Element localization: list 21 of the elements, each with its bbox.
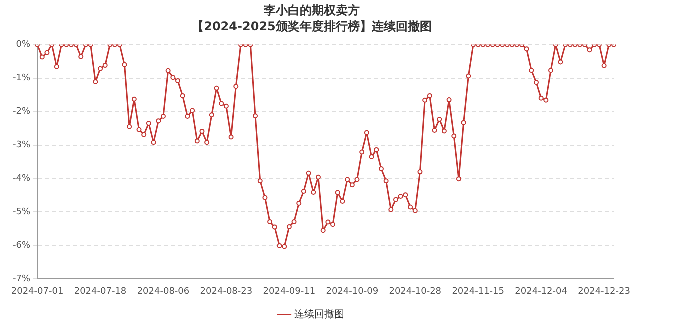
- chart-subtitle: 【2024-2025颁奖年度排行榜】连续回撤图: [192, 20, 432, 34]
- y-tick-label: -1%: [12, 74, 31, 84]
- y-tick-label: 0%: [16, 40, 31, 50]
- y-tick-label: -5%: [12, 208, 31, 218]
- x-tick-label: 2024-12-04: [515, 286, 568, 297]
- x-tick-label: 2024-12-23: [578, 286, 630, 297]
- x-tick-label: 2024-08-23: [200, 286, 253, 297]
- y-tick-label: -6%: [12, 241, 31, 252]
- y-tick-label: -2%: [12, 107, 31, 118]
- legend-label: 连续回撤图: [294, 308, 344, 321]
- y-tick-label: -4%: [12, 174, 31, 184]
- x-tick-label: 2024-07-01: [11, 286, 64, 297]
- x-tick-label: 2024-10-28: [389, 286, 442, 297]
- y-tick-label: -3%: [12, 140, 31, 151]
- x-tick-label: 2024-11-15: [452, 286, 505, 297]
- x-tick-label: 2024-08-06: [137, 286, 190, 297]
- chart-title: 李小白的期权卖方: [263, 3, 360, 18]
- x-tick-label: 2024-09-11: [263, 286, 316, 297]
- x-tick-label: 2024-07-18: [74, 286, 127, 297]
- y-tick-label: -7%: [12, 274, 31, 285]
- x-tick-label: 2024-10-09: [326, 286, 379, 297]
